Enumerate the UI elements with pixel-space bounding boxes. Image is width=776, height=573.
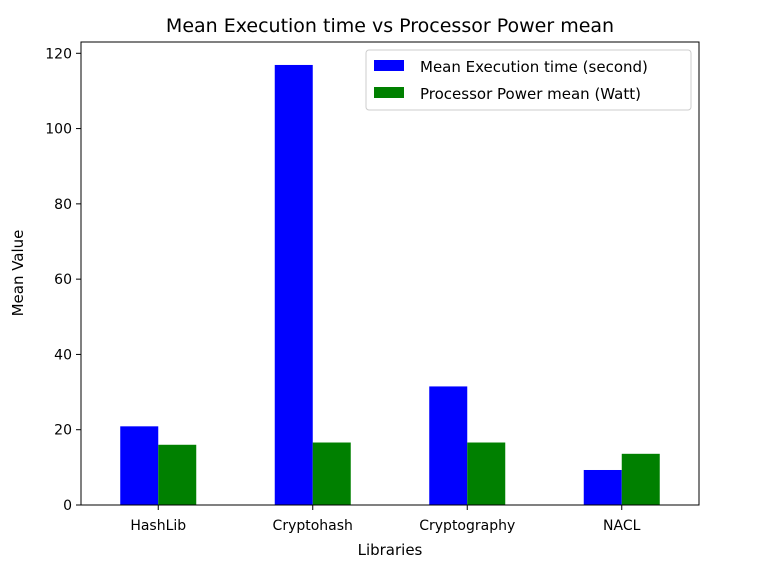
bar-execution-time-cryptography bbox=[429, 386, 468, 505]
y-tick-label: 20 bbox=[54, 423, 72, 439]
x-tick-label: HashLib bbox=[130, 518, 186, 534]
bar-processor-power-cryptohash bbox=[312, 442, 351, 505]
y-tick-label: 120 bbox=[45, 46, 72, 62]
y-tick-label: 0 bbox=[63, 498, 72, 514]
bar-processor-power-nacl bbox=[621, 453, 660, 505]
chart-title: Mean Execution time vs Processor Power m… bbox=[166, 15, 614, 37]
y-axis: 0 20 40 60 80 100 120 bbox=[45, 46, 81, 514]
x-tick-label: NACL bbox=[603, 518, 641, 534]
legend-swatch bbox=[374, 87, 404, 98]
y-tick-label: 100 bbox=[45, 122, 72, 138]
legend: Mean Execution time (second) Processor Po… bbox=[365, 49, 692, 111]
plot-area bbox=[80, 41, 700, 506]
bar-execution-time-hashlib bbox=[120, 426, 159, 505]
y-tick-label: 60 bbox=[54, 272, 72, 288]
legend-swatch bbox=[374, 60, 404, 71]
x-axis: HashLib Cryptohash Cryptography NACL bbox=[130, 505, 641, 534]
y-axis-label: Mean Value bbox=[9, 230, 27, 317]
bar-processor-power-cryptography bbox=[467, 442, 506, 505]
y-tick-label: 40 bbox=[54, 347, 72, 363]
bar-processor-power-hashlib bbox=[158, 444, 197, 505]
plot-frame bbox=[80, 41, 700, 506]
y-tick-label: 80 bbox=[54, 197, 72, 213]
bar-execution-time-nacl bbox=[583, 469, 622, 505]
legend-entry: Mean Execution time (second) bbox=[420, 58, 648, 76]
x-tick-label: Cryptohash bbox=[273, 518, 353, 534]
legend-box bbox=[365, 49, 692, 111]
legend-entry: Processor Power mean (Watt) bbox=[420, 85, 641, 103]
x-tick-label: Cryptography bbox=[419, 518, 515, 534]
x-axis-label: Libraries bbox=[358, 541, 423, 559]
bar-execution-time-cryptohash bbox=[274, 64, 313, 505]
